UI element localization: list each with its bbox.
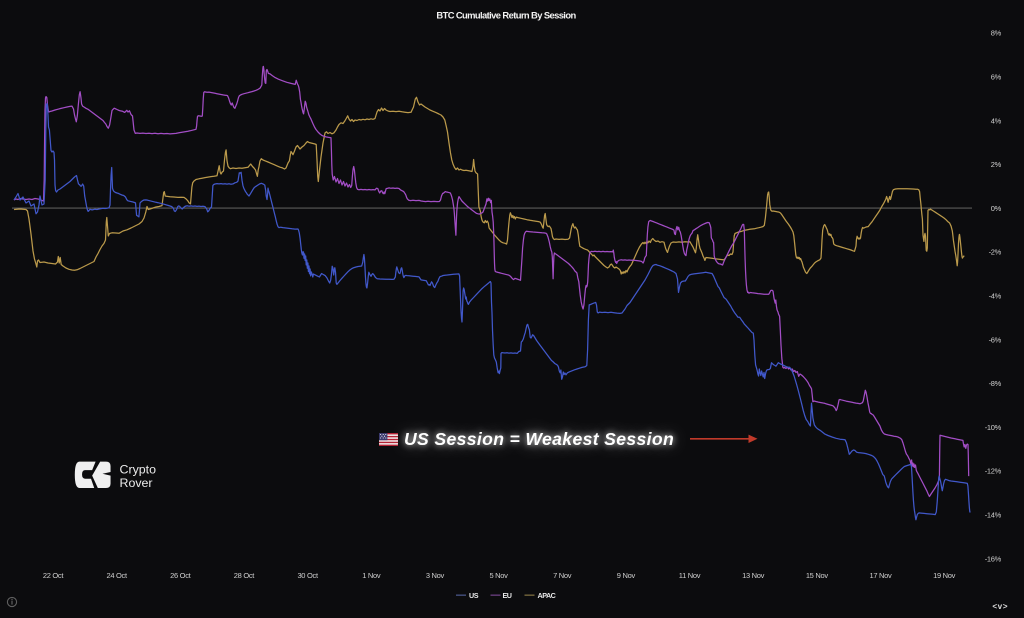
svg-text:17 Nov: 17 Nov — [869, 571, 892, 580]
svg-text:6%: 6% — [991, 73, 1002, 82]
svg-text:0%: 0% — [991, 204, 1002, 213]
svg-text:2%: 2% — [991, 160, 1002, 169]
svg-text:30 Oct: 30 Oct — [297, 571, 319, 580]
svg-text:-16%: -16% — [985, 554, 1002, 563]
svg-text:-8%: -8% — [989, 379, 1002, 388]
svg-text:8%: 8% — [991, 29, 1002, 38]
svg-text:Rover: Rover — [120, 476, 153, 490]
svg-text:5 Nov: 5 Nov — [490, 571, 509, 580]
svg-text:28 Oct: 28 Oct — [234, 571, 256, 580]
svg-text:22 Oct: 22 Oct — [43, 571, 65, 580]
svg-text:13 Nov: 13 Nov — [742, 571, 765, 580]
svg-text:Crypto: Crypto — [120, 463, 157, 477]
svg-text:BTC Cumulative Return By Sessi: BTC Cumulative Return By Session — [436, 10, 576, 21]
svg-text:-6%: -6% — [989, 335, 1002, 344]
svg-text:<v>: <v> — [992, 602, 1008, 611]
svg-text:3 Nov: 3 Nov — [426, 571, 445, 580]
svg-text:-4%: -4% — [989, 292, 1002, 301]
svg-text:19 Nov: 19 Nov — [933, 571, 956, 580]
svg-text:APAC: APAC — [538, 591, 556, 600]
svg-text:1 Nov: 1 Nov — [362, 571, 381, 580]
svg-text:26 Oct: 26 Oct — [170, 571, 192, 580]
svg-text:US: US — [469, 591, 479, 600]
svg-text:4%: 4% — [991, 116, 1002, 125]
svg-text:-2%: -2% — [989, 248, 1002, 257]
svg-text:24 Oct: 24 Oct — [107, 571, 129, 580]
svg-text:11 Nov: 11 Nov — [679, 571, 701, 580]
svg-text:-10%: -10% — [985, 423, 1002, 432]
svg-text:15 Nov: 15 Nov — [806, 571, 829, 580]
svg-text:9 Nov: 9 Nov — [617, 571, 636, 580]
svg-text:-14%: -14% — [985, 511, 1002, 520]
svg-text:EU: EU — [503, 591, 512, 600]
svg-text:7 Nov: 7 Nov — [553, 571, 572, 580]
svg-text:-12%: -12% — [985, 467, 1002, 476]
